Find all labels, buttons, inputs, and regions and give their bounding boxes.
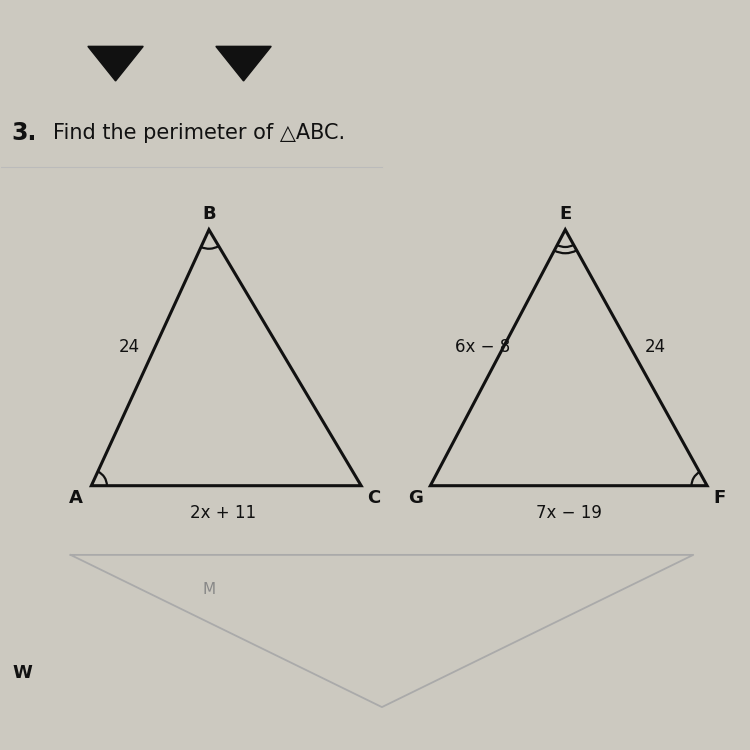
Text: 6x − 8: 6x − 8 (454, 338, 510, 356)
Text: T: T (110, 58, 122, 76)
Text: 24: 24 (645, 338, 666, 356)
Polygon shape (216, 46, 272, 81)
Text: 7x − 19: 7x − 19 (536, 504, 602, 522)
Text: 3.: 3. (12, 121, 38, 145)
Text: G: G (408, 489, 422, 507)
Text: 2x + 11: 2x + 11 (190, 504, 256, 522)
Text: E: E (560, 206, 572, 224)
Text: Find the perimeter of △ABC.: Find the perimeter of △ABC. (53, 123, 346, 142)
Text: B: B (202, 206, 216, 224)
Text: F: F (713, 489, 726, 507)
Text: C: C (367, 489, 380, 507)
Text: M: M (202, 582, 215, 597)
Text: 24: 24 (118, 338, 140, 356)
Text: N: N (236, 58, 251, 76)
Text: A: A (69, 489, 83, 507)
Text: W: W (12, 664, 32, 682)
Polygon shape (88, 46, 143, 81)
